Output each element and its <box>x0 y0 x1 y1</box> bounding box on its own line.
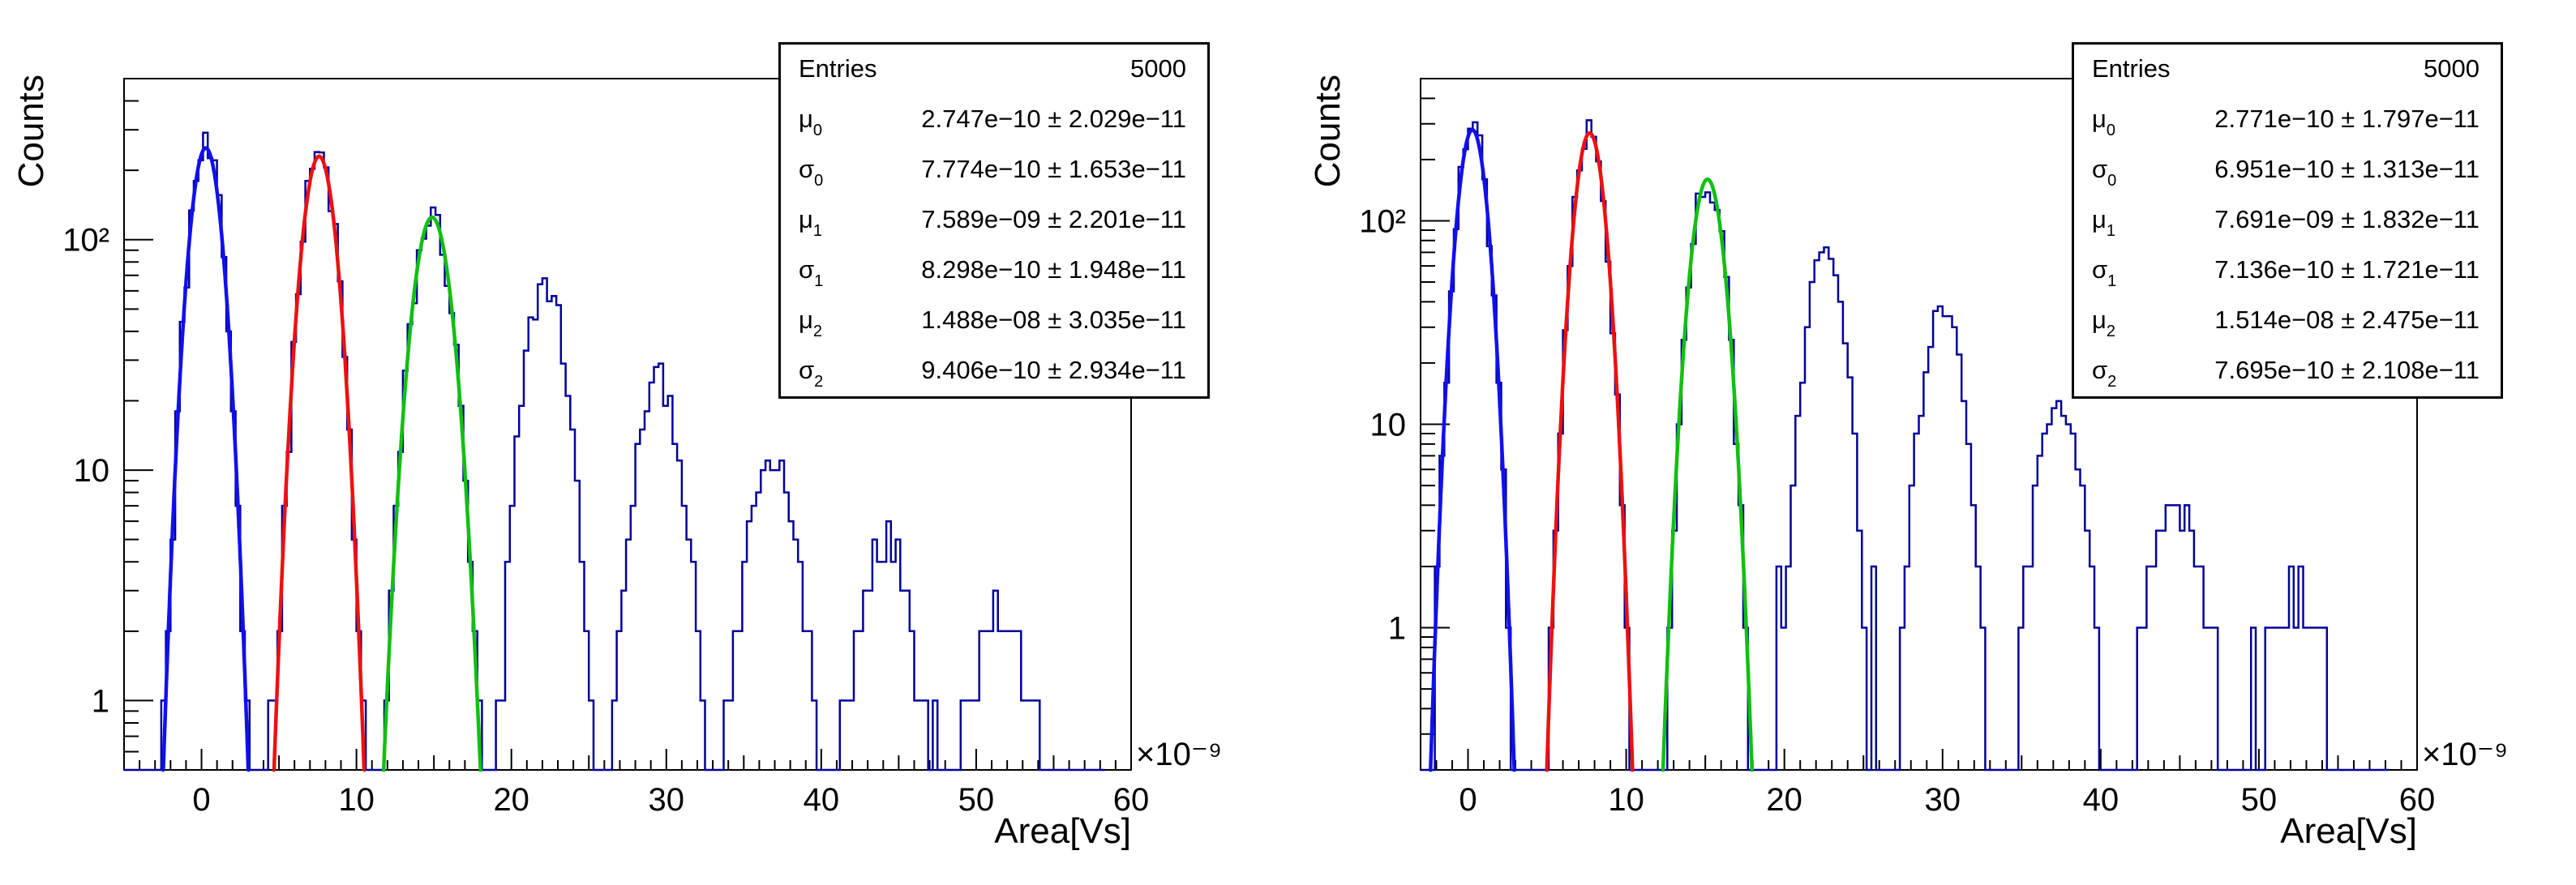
y-axis-title: Counts <box>11 75 51 187</box>
x-tick-label: 60 <box>2399 782 2436 818</box>
y-tick-label: 10 <box>1370 408 1407 443</box>
x-tick-label: 40 <box>2083 782 2120 818</box>
param-symbol: μ1 <box>799 205 822 240</box>
y-tick-label: 1 <box>1388 611 1406 647</box>
param-symbol: μ2 <box>799 306 822 340</box>
param-value: 1.488e−08 ± 3.035e−11 <box>921 306 1186 334</box>
x-axis-exponent: ×10⁻⁹ <box>1136 737 1222 772</box>
histogram-panel-left: 0 10 20 30 40 50 60 1 10 10² Counts Area[Vs] ×10⁻⁹ E… <box>11 42 1222 851</box>
fit-curve-1 <box>272 154 366 772</box>
param-symbol: σ0 <box>2092 155 2117 190</box>
x-tick-label: 10 <box>338 782 375 818</box>
param-value: 7.695e−10 ± 2.108e−11 <box>2214 356 2480 384</box>
x-tick-label: 40 <box>804 782 840 818</box>
param-value: 6.951e−10 ± 1.313e−11 <box>2214 155 2480 183</box>
x-axis-title: Area[Vs] <box>2280 811 2417 851</box>
x-tick-label: 60 <box>1113 782 1150 818</box>
x-tick-label: 0 <box>192 782 210 818</box>
entries-label: Entries <box>2092 54 2171 83</box>
fit-curve-0 <box>1428 127 1517 772</box>
param-value: 1.514e−08 ± 2.475e−11 <box>2214 306 2480 334</box>
histogram-plot-left: 0 10 20 30 40 50 60 1 10 10² Counts Area[Vs] ×10⁻⁹ <box>11 75 1222 851</box>
param-value: 7.691e−09 ± 1.832e−11 <box>2214 205 2480 233</box>
param-symbol: μ0 <box>2092 105 2115 139</box>
x-tick-label: 30 <box>649 782 685 818</box>
param-symbol: μ2 <box>2092 306 2115 340</box>
y-tick-label: 1 <box>92 683 109 719</box>
param-value: 7.136e−10 ± 1.721e−11 <box>2214 255 2480 284</box>
x-tick-label: 50 <box>958 782 995 818</box>
param-symbol: σ1 <box>2092 255 2117 290</box>
stats-box-right: Entries 5000 μ0 2.771e−10 ± 1.797e−11 σ0 6… <box>2072 42 2503 399</box>
x-tick-label: 30 <box>1925 782 1961 818</box>
fit-curve-0 <box>161 146 251 772</box>
param-symbol: σ1 <box>799 255 824 290</box>
x-tick-label: 10 <box>1608 782 1644 818</box>
x-tick-label: 0 <box>1459 782 1477 818</box>
plot-frame <box>123 78 1132 771</box>
param-value: 9.406e−10 ± 2.934e−11 <box>921 356 1186 384</box>
histogram-plot-right: 0 10 20 30 40 50 60 1 10 10² Counts Area[Vs] ×10⁻⁹ <box>1308 75 2508 851</box>
y-tick-label: 10² <box>1359 203 1406 239</box>
stats-box-left: Entries 5000 μ0 2.747e−10 ± 2.029e−11 σ0 7… <box>778 42 1210 399</box>
param-symbol: σ2 <box>799 356 824 391</box>
x-axis-exponent: ×10⁻⁹ <box>2422 737 2508 772</box>
x-tick-label: 50 <box>2241 782 2278 818</box>
entries-value: 5000 <box>1130 54 1186 83</box>
x-axis-title: Area[Vs] <box>994 811 1131 851</box>
param-symbol: μ0 <box>799 105 822 139</box>
x-tick-label: 20 <box>1766 782 1802 818</box>
y-tick-label: 10² <box>62 223 109 259</box>
fit-curve-1 <box>1545 130 1635 772</box>
param-value: 7.774e−10 ± 1.653e−11 <box>921 155 1186 183</box>
param-value: 2.747e−10 ± 2.029e−11 <box>921 105 1186 133</box>
param-symbol: σ2 <box>2092 356 2117 391</box>
param-symbol: μ1 <box>2092 205 2115 240</box>
y-tick-label: 10 <box>74 453 110 489</box>
param-symbol: σ0 <box>799 155 824 190</box>
param-value: 8.298e−10 ± 1.948e−11 <box>921 255 1186 284</box>
entries-value: 5000 <box>2424 54 2480 83</box>
param-value: 7.589e−09 ± 2.201e−11 <box>921 205 1186 233</box>
param-value: 2.771e−10 ± 1.797e−11 <box>2214 105 2480 133</box>
x-tick-label: 20 <box>493 782 529 818</box>
fit-curve-2 <box>1661 177 1755 772</box>
fit-curve-2 <box>381 215 482 772</box>
entries-label: Entries <box>799 54 877 83</box>
histogram-panel-right: 0 10 20 30 40 50 60 1 10 10² Counts Area[Vs] ×10⁻⁹ E… <box>1288 0 2576 885</box>
y-axis-title: Counts <box>1308 75 1348 187</box>
